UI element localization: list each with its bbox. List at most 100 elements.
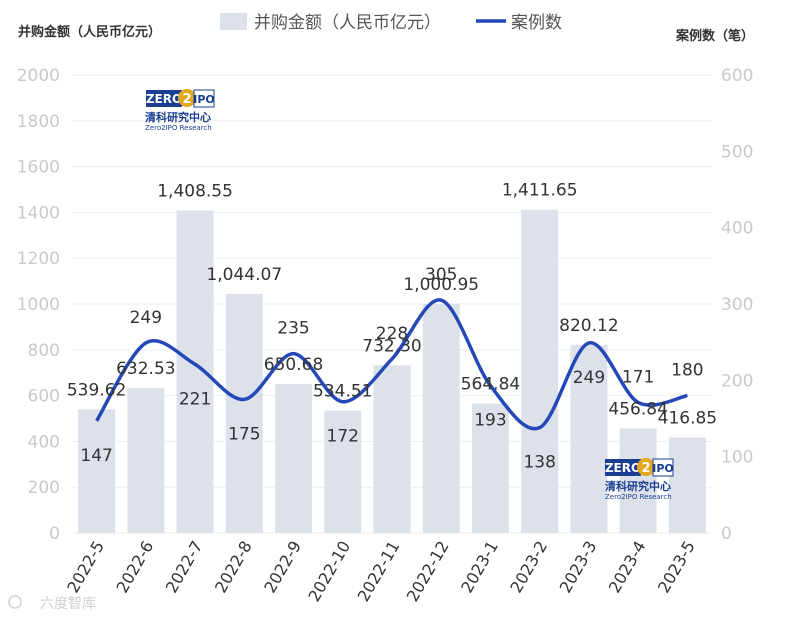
svg-text:IPO: IPO bbox=[193, 93, 215, 106]
line-value-label: 193 bbox=[474, 411, 506, 431]
bar bbox=[668, 437, 706, 533]
bar bbox=[570, 345, 608, 533]
bar-value-label: 650.68 bbox=[264, 355, 323, 375]
category-label: 2022-7 bbox=[162, 538, 207, 597]
right-axis-tick-label: 200 bbox=[721, 371, 753, 391]
line-value-label: 171 bbox=[622, 367, 654, 387]
legend: 并购金额（人民币亿元） 案例数 bbox=[220, 13, 562, 33]
line-value-label: 228 bbox=[376, 324, 408, 344]
watermark: 六度智库 bbox=[8, 595, 96, 612]
category-label: 2022-10 bbox=[304, 538, 354, 605]
bar bbox=[521, 209, 559, 533]
right-axis-tick-label: 400 bbox=[721, 219, 753, 239]
zero2ipo-logo-top: ZERO 2 IPO 清科研究中心 Zero2IPO Research bbox=[145, 89, 215, 132]
bar-value-label: 1,411.65 bbox=[502, 181, 578, 201]
bar-value-label: 1,044.07 bbox=[206, 265, 282, 285]
bar-value-label: 534.51 bbox=[313, 382, 372, 402]
left-axis-tick-label: 1200 bbox=[17, 249, 60, 269]
bar-value-label: 416.85 bbox=[658, 409, 717, 429]
logo-number-badge bbox=[178, 89, 196, 107]
logo-name-en: Zero2IPO Research bbox=[145, 124, 212, 132]
left-axis-tick-label: 800 bbox=[28, 341, 60, 361]
watermark-text: 六度智库 bbox=[40, 596, 96, 612]
line-value-label: 172 bbox=[327, 427, 359, 447]
left-axis-ticks: 0 200 400 600 800 1000 1200 1400 1600 1800 2000 bbox=[17, 66, 60, 544]
legend-line-label: 案例数 bbox=[511, 13, 562, 33]
bar bbox=[78, 409, 116, 533]
left-axis-tick-label: 1800 bbox=[17, 112, 60, 132]
logo-name-en: Zero2IPO Research bbox=[605, 493, 672, 501]
legend-bar-swatch bbox=[220, 13, 247, 30]
right-axis-tick-label: 300 bbox=[721, 295, 753, 315]
category-label: 2022-8 bbox=[211, 538, 256, 597]
line-value-label: 180 bbox=[671, 361, 703, 381]
line-value-label: 221 bbox=[179, 389, 211, 409]
bar-value-label: 732.30 bbox=[362, 336, 421, 356]
bar bbox=[471, 403, 509, 533]
bar bbox=[422, 303, 460, 533]
logo-number-badge bbox=[637, 458, 655, 476]
category-label: 2023-2 bbox=[506, 538, 551, 597]
category-label: 2023-3 bbox=[556, 538, 601, 597]
right-axis-ticks: 0 100 200 300 400 500 600 bbox=[721, 66, 753, 544]
bar-value-label: 632.53 bbox=[116, 359, 175, 379]
bar bbox=[225, 293, 263, 533]
left-axis-tick-label: 200 bbox=[28, 478, 60, 498]
category-label: 2022-11 bbox=[354, 538, 404, 605]
line-series bbox=[95, 298, 688, 431]
svg-text:2: 2 bbox=[641, 461, 650, 476]
line-value-label: 249 bbox=[573, 368, 605, 388]
logo-name-cn: 清科研究中心 bbox=[145, 110, 211, 124]
category-label: 2023-4 bbox=[605, 538, 650, 597]
left-axis-tick-label: 1400 bbox=[17, 203, 60, 223]
bar bbox=[127, 388, 165, 533]
category-label: 2022-6 bbox=[113, 538, 158, 597]
x-axis-ticks: 2022-5 2022-6 2022-7 2022-8 2022-9 2022-10 202… bbox=[63, 538, 699, 605]
bar bbox=[619, 428, 657, 533]
bar-value-label: 456.84 bbox=[608, 399, 667, 419]
watermark-icon bbox=[8, 595, 22, 609]
left-axis-tick-label: 1600 bbox=[17, 158, 60, 178]
bar-value-label: 539.62 bbox=[67, 380, 126, 400]
line-value-label: 235 bbox=[277, 319, 309, 339]
left-axis-tick-label: 0 bbox=[49, 524, 60, 544]
left-axis-label: 并购金额（人民币亿元） bbox=[18, 24, 161, 40]
bar-series bbox=[78, 209, 706, 533]
left-axis-tick-label: 400 bbox=[28, 432, 60, 452]
line-value-label: 305 bbox=[425, 265, 457, 285]
svg-text:2: 2 bbox=[182, 92, 191, 107]
left-axis-tick-label: 2000 bbox=[17, 66, 60, 86]
right-axis-tick-label: 500 bbox=[721, 142, 753, 162]
right-axis-tick-label: 100 bbox=[721, 448, 753, 468]
bar bbox=[275, 383, 313, 533]
bar-value-label: 1,408.55 bbox=[157, 181, 233, 201]
svg-text:ZERO: ZERO bbox=[146, 92, 182, 106]
category-label: 2022-9 bbox=[260, 538, 305, 597]
left-axis-tick-label: 1000 bbox=[17, 295, 60, 315]
category-label: 2023-1 bbox=[457, 538, 502, 597]
line-value-label: 175 bbox=[228, 424, 260, 444]
zero2ipo-logo-bottom: ZERO 2 IPO 清科研究中心 Zero2IPO Research bbox=[605, 458, 674, 501]
category-label: 2022-5 bbox=[63, 538, 108, 597]
logo-brand-box bbox=[605, 459, 641, 476]
right-axis-tick-label: 600 bbox=[721, 66, 753, 86]
line-value-label: 249 bbox=[130, 308, 162, 328]
category-label: 2022-12 bbox=[403, 538, 453, 605]
line-value-label: 147 bbox=[80, 446, 112, 466]
bar bbox=[373, 365, 411, 533]
svg-text:IPO: IPO bbox=[652, 462, 674, 475]
line-data-labels: 147 249 221 175 235 172 228 305 193 138 249 171 180 bbox=[80, 265, 703, 472]
right-axis-tick-label: 0 bbox=[721, 524, 732, 544]
bar bbox=[324, 410, 362, 533]
bar-value-label: 1,000.95 bbox=[403, 275, 479, 295]
bar-value-label: 820.12 bbox=[559, 316, 618, 336]
category-label: 2023-5 bbox=[654, 538, 699, 597]
bar bbox=[176, 210, 214, 533]
bar-value-label: 564.84 bbox=[461, 375, 520, 395]
legend-bar-label: 并购金额（人民币亿元） bbox=[254, 13, 441, 33]
line-value-label: 138 bbox=[523, 453, 555, 473]
logo-name-cn: 清科研究中心 bbox=[605, 479, 671, 493]
right-axis-label: 案例数（笔） bbox=[675, 28, 754, 44]
